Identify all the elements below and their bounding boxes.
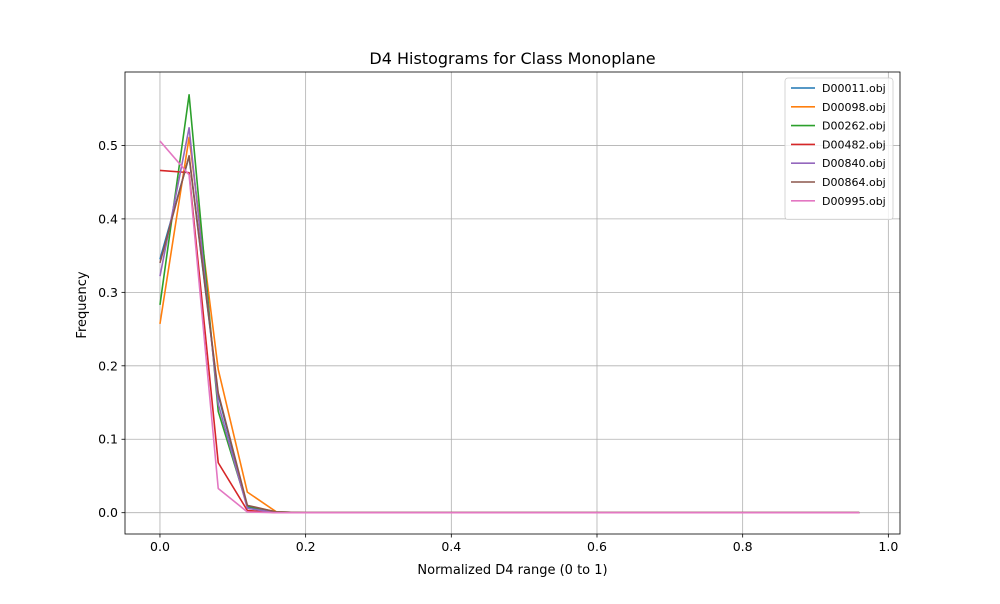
legend-label: D00840.obj bbox=[822, 157, 886, 170]
axis-ticks: 0.0 0.2 0.4 0.6 0.8 1.0 0.0 0.1 0.2 0.3 0.4 0.5 bbox=[98, 138, 898, 554]
legend: D00011.obj D00098.obj D00262.obj D00482.obj… bbox=[784, 77, 894, 221]
legend-label: D00262.obj bbox=[822, 120, 886, 133]
chart-title: D4 Histograms for Class Monoplane bbox=[369, 49, 655, 68]
x-tick-label: 0.2 bbox=[296, 539, 316, 554]
x-tick-label: 0.6 bbox=[587, 539, 607, 554]
y-axis-label: Frequency bbox=[75, 271, 90, 338]
legend-label: D00098.obj bbox=[822, 101, 886, 114]
series-lines bbox=[159, 93, 860, 514]
x-tick-label: 0.4 bbox=[441, 539, 461, 554]
legend-box bbox=[784, 77, 894, 221]
y-tick-label: 0.4 bbox=[98, 211, 118, 226]
x-axis-label: Normalized D4 range (0 to 1) bbox=[417, 563, 607, 578]
x-tick-label: 0.0 bbox=[150, 539, 170, 554]
y-tick-label: 0.1 bbox=[98, 432, 118, 447]
legend-label: D00011.obj bbox=[822, 82, 886, 95]
legend-label: D00864.obj bbox=[822, 176, 886, 189]
y-tick-label: 0.2 bbox=[98, 358, 118, 373]
plot-area-frame bbox=[124, 71, 901, 535]
y-tick-label: 0.0 bbox=[98, 505, 118, 520]
x-tick-label: 1.0 bbox=[878, 539, 898, 554]
series-line-d00995 bbox=[159, 140, 860, 514]
legend-label: D00482.obj bbox=[822, 138, 886, 151]
x-tick-label: 0.8 bbox=[733, 539, 753, 554]
y-tick-label: 0.3 bbox=[98, 285, 118, 300]
y-tick-label: 0.5 bbox=[98, 138, 118, 153]
legend-label: D00995.obj bbox=[822, 195, 886, 208]
